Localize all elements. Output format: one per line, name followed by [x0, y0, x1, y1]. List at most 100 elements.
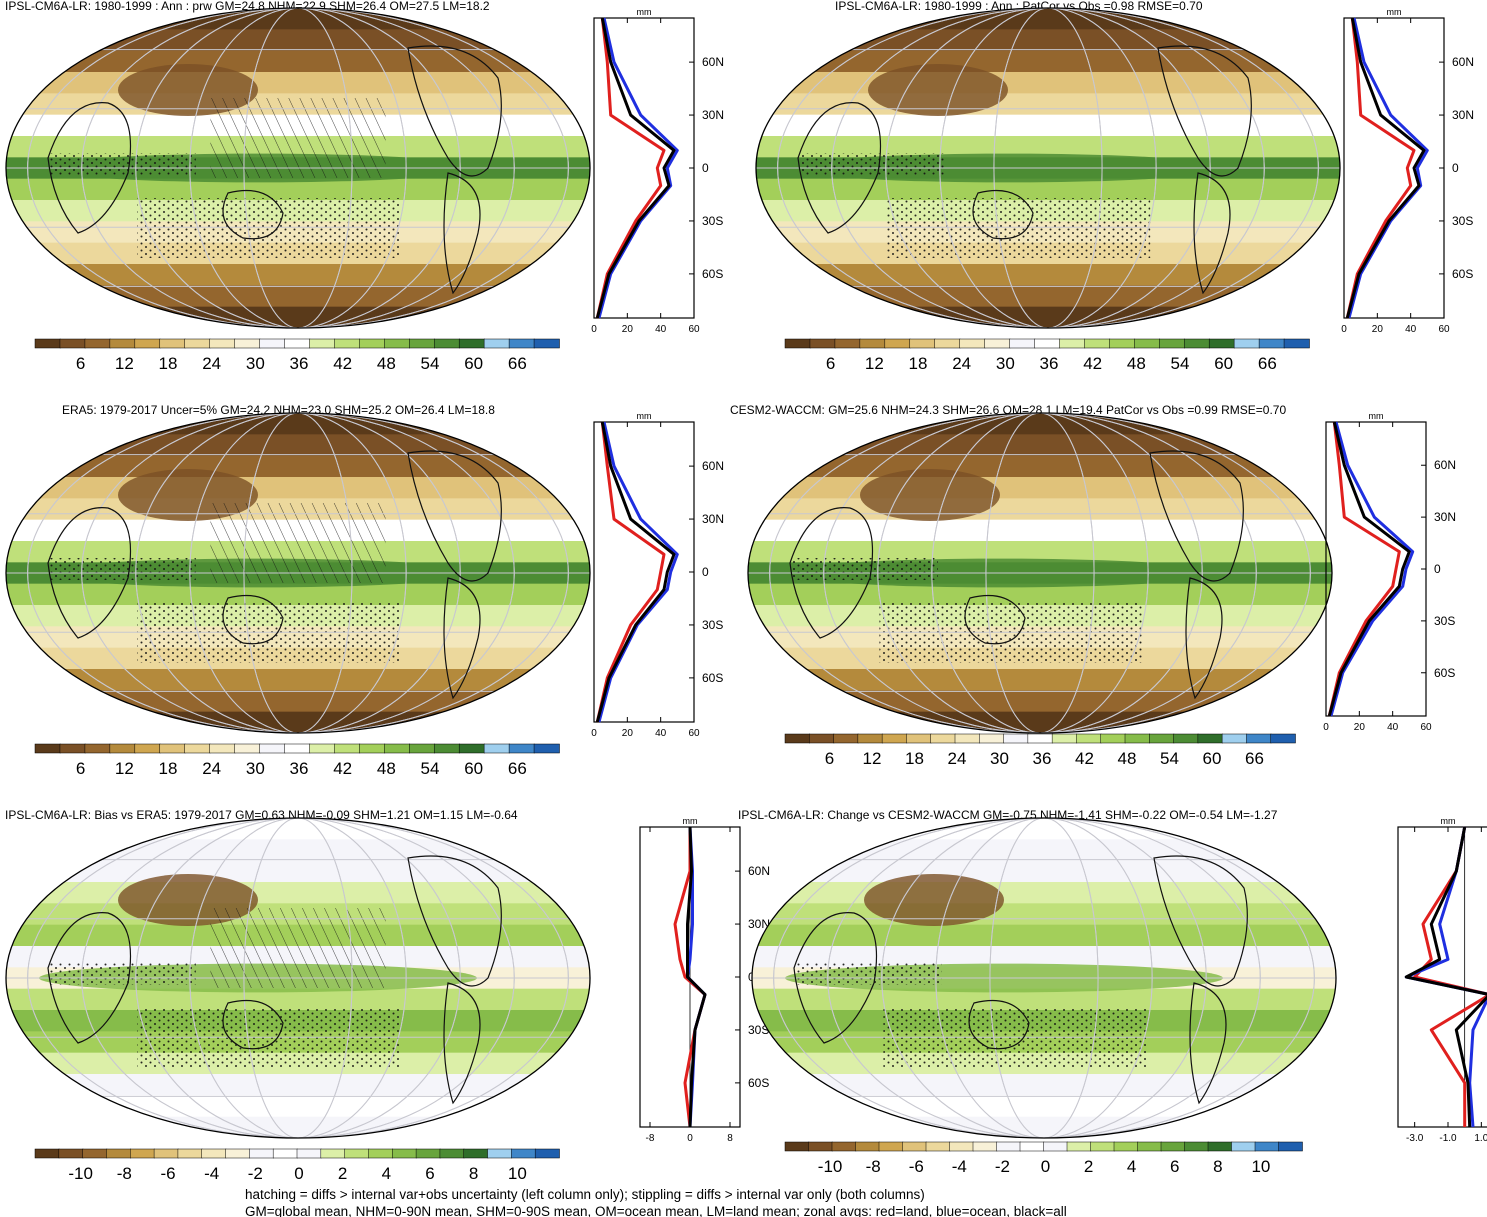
lat-band	[752, 1116, 1336, 1138]
stippling	[137, 603, 401, 663]
graticule-meridian	[877, 413, 1203, 733]
colorbar-swatch	[1197, 733, 1223, 744]
lat-band	[6, 306, 590, 328]
colorbar-label: 54	[421, 354, 440, 373]
colorbar: 6 12 18 24 30 36 42 48 54 60 66	[34, 338, 560, 373]
colorbar: -10 -8 -6 -4 -2 0 2 4 6 8 10	[34, 1148, 560, 1183]
colorbar-swatch	[930, 733, 956, 744]
lat-band	[756, 306, 1340, 328]
map-outline	[5, 7, 591, 329]
lat-band	[748, 498, 1332, 521]
colorbar-swatch	[458, 338, 485, 349]
lat-band	[6, 178, 590, 201]
colorbar-swatch	[272, 1148, 298, 1159]
colorbar-label: 18	[905, 749, 924, 768]
colorbar-swatch	[855, 1141, 880, 1152]
colorbar-label: 10	[508, 1164, 527, 1183]
zonal-lat-label: 30S	[702, 214, 723, 228]
lat-band	[756, 72, 1340, 95]
colorbar-swatch	[334, 338, 361, 349]
lat-band	[6, 50, 590, 73]
colorbar-swatch	[533, 743, 560, 754]
colorbar-label: 42	[1083, 354, 1102, 373]
colorbar-swatch	[34, 1148, 60, 1159]
colorbar-swatch	[106, 1148, 132, 1159]
panel-3: ERA5: 1979-2017 Uncer=5% GM=24.2 NHM=23.…	[5, 403, 724, 778]
colorbar-label: 60	[1203, 749, 1222, 768]
colorbar-swatch	[1027, 733, 1053, 744]
colorbar-swatch	[533, 338, 560, 349]
lat-band	[756, 50, 1340, 73]
zonal-line-all	[1327, 421, 1411, 717]
colorbar-label: 6	[76, 759, 85, 778]
colorbar-label: 4	[1127, 1157, 1136, 1176]
colorbar-swatch	[458, 743, 485, 754]
zonal-x-label: 0	[591, 324, 597, 335]
colorbar-label: 2	[338, 1164, 347, 1183]
graticule-meridian	[831, 8, 1265, 328]
colorbar-swatch	[1221, 733, 1248, 744]
colorbar-swatch	[159, 743, 186, 754]
zonal-line-all	[686, 826, 707, 1128]
zonal-unit: mm	[637, 7, 652, 17]
colorbar-swatch	[1184, 1141, 1209, 1152]
zonal-lat-label: 60N	[702, 55, 724, 69]
colorbar: 6 12 18 24 30 36 42 48 54 60 66	[34, 743, 560, 778]
zonal-profile: mm 60N 30N 0 30S 60S 0 20 40 60	[591, 7, 724, 335]
colorbar-label: 48	[377, 759, 396, 778]
lat-band	[748, 434, 1332, 457]
zonal-line-land	[1413, 826, 1487, 1127]
graticule-meridian	[931, 413, 1149, 733]
lat-band	[756, 264, 1340, 287]
colorbar-swatch	[831, 1141, 857, 1152]
lat-band	[752, 988, 1336, 1011]
panel-2: IPSL-CM6A-LR: 1980-1999 : Ann : PatCor v…	[755, 0, 1474, 373]
lat-band	[756, 114, 1340, 137]
colorbar-label: 30	[996, 354, 1015, 373]
graticule-meridian	[135, 8, 461, 328]
lat-band	[6, 711, 590, 733]
graticule-meridian	[189, 818, 407, 1138]
stippling	[799, 153, 946, 175]
colorbar-swatch	[344, 1148, 370, 1159]
colorbar-swatch	[511, 1148, 536, 1159]
colorbar-label: 42	[333, 759, 352, 778]
colorbar-label: 12	[115, 354, 134, 373]
colorbar-swatch	[1134, 338, 1161, 349]
lat-band	[6, 29, 590, 52]
map-outline	[751, 817, 1337, 1139]
colorbar-swatch	[881, 733, 908, 744]
colorbar-label: -2	[248, 1164, 263, 1183]
colorbar-label: -10	[818, 1157, 843, 1176]
zonal-x-label: 0	[1341, 324, 1347, 335]
colorbar: 6 12 18 24 30 36 42 48 54 60 66	[784, 338, 1310, 373]
colorbar-swatch	[1084, 338, 1111, 349]
colorbar-label: 36	[1033, 749, 1052, 768]
colorbar-label: 24	[948, 749, 967, 768]
colorbar-label: 10	[1251, 1157, 1270, 1176]
stippling	[883, 1008, 1147, 1068]
colorbar-swatch	[82, 1148, 108, 1159]
zonal-lat-label: 30N	[1452, 108, 1474, 122]
lat-band	[6, 1074, 590, 1097]
zonal-profile: mm 60N 30N 0 30S 60S 0 20 40 60	[1341, 7, 1474, 335]
colorbar-swatch	[1183, 338, 1210, 349]
lat-band	[756, 29, 1340, 52]
zonal-x-label: 20	[622, 324, 634, 335]
colorbar-swatch	[1124, 733, 1151, 744]
zonal-line-land	[1345, 17, 1416, 319]
zonal-x-label: 0	[1323, 722, 1329, 733]
hatching	[210, 503, 386, 583]
colorbar-swatch	[296, 1148, 322, 1159]
colorbar-swatch	[209, 338, 236, 349]
colorbar-label: -8	[117, 1164, 132, 1183]
colorbar-swatch	[972, 1141, 998, 1152]
zonal-profile: mm 60N 30N 0 30S 60S 0 20 40 60	[1323, 411, 1456, 733]
zonal-x-label: 20	[1354, 722, 1366, 733]
colorbar-swatch	[902, 1141, 927, 1152]
colorbar-swatch	[906, 733, 932, 744]
lat-band	[6, 839, 590, 862]
colorbar-swatch	[1254, 1141, 1280, 1152]
